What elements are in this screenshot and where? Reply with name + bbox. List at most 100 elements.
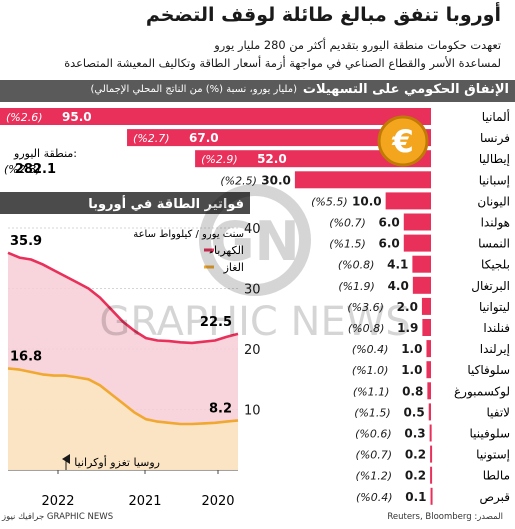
country-label: سلوفاكيا	[467, 363, 510, 378]
country-label: قبرص	[480, 490, 511, 505]
svg-text:€: €	[391, 124, 414, 160]
pct-label: (%1.2)	[356, 470, 393, 483]
bar-chart: ألمانيا (%2.6) 95.0 فرنسا (%2.7) 67.0 إيطاليا (…	[0, 108, 510, 505]
x-tick-label: 2020	[201, 494, 234, 509]
country-label: مالطا	[483, 469, 510, 483]
country-label: إيطاليا	[479, 152, 510, 166]
pct-label: (%0.7)	[356, 449, 393, 462]
bar-16	[429, 424, 432, 442]
x-tick-label: 2022	[41, 494, 74, 509]
y-tick-label: 30	[244, 283, 261, 298]
eurozone-value: 282.1	[15, 162, 56, 177]
pct-label: (%5.5)	[311, 195, 348, 208]
bar-6	[403, 213, 431, 231]
country-label: ألمانيا	[482, 109, 510, 124]
pct-label: (%0.8)	[348, 322, 385, 335]
pct-label: (%0.8)	[338, 259, 375, 272]
pct-label: (%1.0)	[352, 364, 389, 377]
value-label: 4.1	[387, 258, 408, 272]
bar-12	[426, 340, 431, 358]
country-label: لاتفيا	[486, 405, 510, 419]
country-label: اليونان	[477, 194, 510, 209]
value-label: 1.0	[401, 363, 422, 377]
bar-19	[430, 487, 433, 505]
country-label: فنلندا	[483, 321, 510, 335]
country-label: بلجيكا	[481, 258, 510, 272]
country-label: إستونيا	[476, 448, 510, 463]
y-tick-label: 20	[244, 343, 261, 358]
bar-15	[428, 403, 431, 421]
country-label: النمسا	[478, 237, 510, 251]
end-value-label: 22.5	[200, 315, 232, 330]
series-line	[7, 251, 239, 345]
value-label: 4.0	[388, 279, 409, 293]
line-chart: فواتير الطاقة في أوروبا 40 30 20 10 2020 2021…	[0, 192, 261, 509]
pct-label: (%2.7)	[133, 132, 170, 145]
graphic-news-watermark: GN GRAPHIC NEWS	[99, 184, 411, 345]
watermark-text: GRAPHIC NEWS	[99, 299, 410, 345]
line-chart-title: فواتير الطاقة في أوروبا	[88, 195, 244, 212]
bar-7	[403, 234, 431, 252]
pct-label: (%2.6)	[6, 111, 43, 124]
pct-label: (%2.9)	[201, 153, 238, 166]
subtitle-line-1: تعهدت حكومات منطقة اليورو بتقديم أكثر من…	[214, 38, 501, 52]
euro-coin-icon: €	[377, 115, 429, 167]
legend-label: الغاز	[223, 261, 244, 274]
bar-13	[426, 361, 431, 379]
eurozone-label: منطقة اليورو:	[13, 147, 77, 160]
bar-4	[294, 171, 431, 189]
pct-label: (%2.5)	[220, 174, 257, 187]
area-fill	[8, 368, 238, 470]
country-label: فرنسا	[480, 131, 510, 146]
country-label: لوكسمبورغ	[454, 384, 510, 399]
country-label: ليتوانيا	[479, 300, 510, 315]
subtitle-line-2: لمساعدة الأسر والقطاع الصناعي في مواجهة …	[64, 56, 501, 70]
bar-2	[127, 129, 431, 147]
value-label: 30.0	[261, 173, 291, 187]
value-label: 6.0	[379, 237, 400, 251]
y-tick-label: 40	[244, 222, 261, 237]
y-tick-label: 10	[244, 404, 261, 419]
country-label: إسبانيا	[479, 173, 510, 187]
bar-11	[422, 319, 431, 336]
value-label: 6.0	[379, 216, 400, 230]
value-label: 0.2	[405, 469, 426, 483]
pct-label: (%1.1)	[353, 385, 390, 398]
bar-10	[421, 297, 431, 315]
value-label: 0.2	[405, 448, 426, 462]
legend-label: الكهرباء	[209, 244, 244, 257]
bar-9	[412, 276, 431, 294]
bar-chart-title: الإنفاق الحكومي على التسهيلات	[302, 82, 509, 97]
x-tick-label: 2021	[128, 494, 161, 509]
value-label: 95.0	[62, 110, 92, 124]
country-label: البرتغال	[471, 279, 510, 294]
value-label: 0.8	[402, 384, 423, 398]
source-note: المصدر: Reuters, Bloomberg	[387, 512, 503, 522]
bar-chart-header: الإنفاق الحكومي على التسهيلات (مليار يور…	[0, 80, 515, 102]
pct-label: (%0.4)	[352, 343, 389, 356]
value-label: 1.0	[401, 342, 422, 356]
bar-1	[0, 108, 431, 125]
country-label: إيرلندا	[480, 342, 510, 357]
invasion-annotation: روسيا تغزو أوكرانيا	[74, 455, 160, 469]
series-line	[7, 367, 239, 426]
pct-label: (%0.7)	[329, 217, 366, 230]
pct-label: (%1.5)	[354, 406, 391, 419]
pct-label: (%0.6)	[355, 428, 392, 441]
bar-5	[385, 192, 431, 210]
country-label: سلوفينيا	[470, 427, 510, 442]
bar-chart-unit: (مليار يورو، نسبة (%) من الناتج المحلي ا…	[90, 84, 297, 95]
line-chart-header	[0, 192, 250, 214]
value-label: 52.0	[257, 152, 287, 166]
line-chart-unit: سنت يورو / كيلوواط ساعة	[133, 229, 244, 240]
pct-label: (%0.4)	[356, 491, 393, 504]
value-label: 67.0	[189, 131, 219, 145]
page-title: أوروبا تنفق مبالغ طائلة لوقف التضخم	[145, 4, 501, 26]
pct-label: (%3.6)	[347, 301, 384, 314]
value-label: 10.0	[352, 194, 382, 208]
bar-3	[195, 150, 431, 168]
svg-text:GN: GN	[210, 210, 300, 273]
eurozone-pct: (%2.3)	[4, 163, 41, 176]
pct-label: (%1.9)	[338, 280, 375, 293]
